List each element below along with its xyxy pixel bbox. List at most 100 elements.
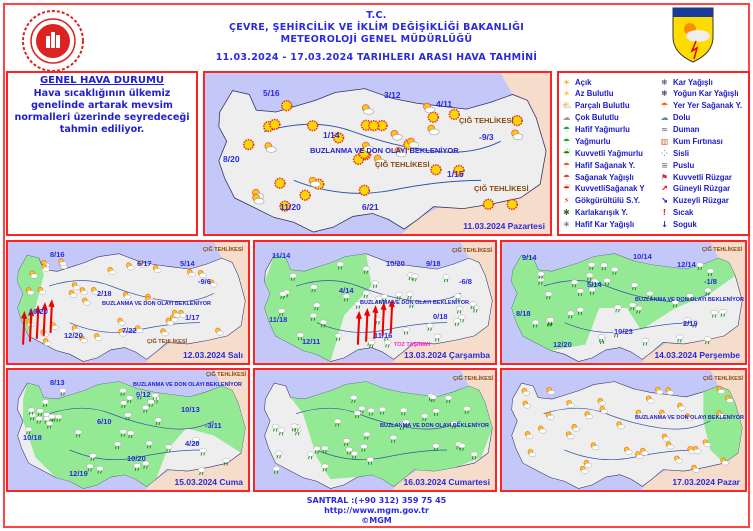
temperature-label: 10/18 bbox=[23, 433, 42, 442]
rain-icon bbox=[686, 293, 694, 302]
south-wind-arrow-icon bbox=[48, 299, 55, 333]
rain-icon bbox=[119, 388, 127, 396]
thunderstorm-icon: ⚡ bbox=[563, 196, 570, 206]
legend-panel: ☀ Açık ❄ Kar Yağışlı ☀ Az Bulutlu ❄ Yoğun Kar Y… bbox=[557, 71, 750, 236]
showers-icon: ☂ bbox=[562, 172, 571, 182]
partly-cloudy-icon bbox=[135, 325, 144, 334]
legend-label: Çok Bulutlu bbox=[575, 113, 619, 123]
legend-item: ☂ Hafif Sağanak Y. bbox=[562, 160, 660, 170]
map-date-label: 16.03.2024 Cumartesi bbox=[403, 477, 490, 487]
rain-icon bbox=[145, 440, 153, 449]
partly-cloudy-icon bbox=[29, 270, 38, 279]
legend-label: Dolu bbox=[673, 113, 691, 123]
smoke-icon: ≈ bbox=[661, 125, 668, 135]
partly-cloudy-icon bbox=[152, 265, 162, 274]
sun-icon bbox=[482, 198, 495, 210]
partly-cloudy-icon bbox=[394, 146, 407, 158]
rain-icon bbox=[585, 272, 594, 281]
forecast-map-6: 16.03.2024 Cumartesi BUZLANMA VE DON OLAY… bbox=[253, 368, 497, 492]
rain-icon bbox=[336, 261, 344, 270]
rain-icon bbox=[597, 334, 606, 343]
rain-icon bbox=[453, 318, 461, 327]
legend-item: ⛅ Parçalı Bulutlu bbox=[562, 101, 660, 111]
partly-cloudy-icon bbox=[122, 291, 132, 300]
partly-cloudy-icon bbox=[423, 102, 436, 114]
rain-icon bbox=[342, 438, 351, 446]
partly-cloudy-icon bbox=[571, 424, 581, 432]
warning-label: BUZLANMA VE DON OLAYI BEKLENİYOR bbox=[635, 297, 744, 303]
warning-label: BUZLANMA VE DON OLAYI BEKLENİYOR bbox=[310, 146, 459, 155]
rain-icon bbox=[119, 429, 127, 437]
rain-icon bbox=[611, 266, 619, 275]
partly-cloudy-icon bbox=[41, 263, 50, 272]
rain-icon bbox=[614, 304, 622, 313]
rain-icon bbox=[278, 308, 286, 317]
few-clouds-icon: ☀ bbox=[562, 89, 571, 99]
map-date-label: 12.03.2024 Salı bbox=[182, 350, 243, 360]
map-date-label: 11.03.2024 Pazartesi bbox=[463, 221, 545, 231]
south-wind-arrow-icon: ↗ bbox=[661, 184, 668, 194]
rain-icon bbox=[703, 336, 712, 345]
rain-icon bbox=[433, 333, 442, 342]
general-weather-text: Hava sıcaklığının ülkemiz genelinde arta… bbox=[14, 88, 190, 135]
rain-icon bbox=[142, 460, 150, 469]
rain-icon bbox=[671, 299, 680, 308]
rain-icon bbox=[411, 273, 419, 282]
rain-icon bbox=[354, 301, 362, 309]
forecast-map-5: 15.03.2024 Cuma 8/13 9/12 10/13 6/10 -3/11 10/… bbox=[6, 368, 250, 492]
footer-url[interactable]: http://www.mgm.gov.tr bbox=[324, 506, 429, 515]
sandstorm-icon: ▥ bbox=[660, 136, 669, 146]
temperature-label: -1/8 bbox=[704, 277, 717, 286]
rain-icon bbox=[45, 420, 54, 429]
temperature-label: 12/19 bbox=[69, 469, 88, 478]
rain-icon bbox=[306, 451, 315, 460]
temperature-label: 9/14 bbox=[522, 253, 537, 262]
turkey-map bbox=[511, 242, 745, 363]
temperature-label: -9/6 bbox=[198, 277, 211, 286]
haze-icon: ≡ bbox=[661, 160, 668, 170]
rain-icon bbox=[384, 339, 392, 348]
forecast-map-3: 13.03.2024 Çarşamba 11/14 10/20 9/18 4/14 -6/… bbox=[253, 240, 497, 365]
legend-item: ✱ Karlakarışık Y. bbox=[562, 208, 660, 218]
partly-cloudy-icon bbox=[511, 129, 524, 140]
rain-icon bbox=[455, 305, 464, 314]
rain-icon bbox=[192, 436, 200, 445]
legend-label: Sıcak bbox=[673, 208, 694, 218]
rain-icon bbox=[309, 313, 318, 321]
fog-icon: ⁘ bbox=[661, 148, 668, 158]
legend-label: Hafif Sağanak Y. bbox=[575, 160, 636, 170]
sun-icon bbox=[332, 132, 345, 144]
rain-icon bbox=[89, 453, 97, 461]
rain-icon bbox=[360, 443, 368, 452]
legend-item: ≡ Puslu bbox=[660, 160, 748, 170]
rain-icon bbox=[126, 395, 134, 404]
legend-item: ↓ Soguk bbox=[660, 220, 748, 230]
partly-cloudy-icon: ⛅ bbox=[562, 101, 572, 111]
temperature-label: 11/18 bbox=[269, 315, 288, 324]
warning-label: ÇIĞ TEHLİKESİ bbox=[147, 339, 188, 345]
partly-cloudy-icon bbox=[661, 433, 671, 442]
rain-icon: ☂ bbox=[562, 136, 571, 146]
temperature-label: 4/11 bbox=[436, 99, 453, 109]
legend-item: ☔ Kuvvetli Yağmurlu bbox=[562, 148, 660, 158]
legend-label: Karlakarışık Y. bbox=[575, 208, 628, 218]
rain-icon bbox=[429, 394, 437, 403]
temperature-label: 9/18 bbox=[426, 259, 441, 268]
scattered-showers-icon: ☂ bbox=[660, 101, 669, 111]
south-wind-arrow-icon bbox=[388, 299, 395, 333]
legend-item: ❄ Yoğun Kar Yağışlı bbox=[660, 89, 748, 99]
temperature-label: -6/8 bbox=[459, 277, 472, 286]
partly-cloudy-icon bbox=[117, 317, 126, 326]
partly-cloudy-icon bbox=[361, 104, 374, 115]
temperature-label: 5/14 bbox=[180, 259, 195, 268]
partly-cloudy-icon bbox=[545, 412, 555, 420]
temperature-label: 5/16 bbox=[263, 88, 280, 98]
legend-item: ☁ Dolu bbox=[660, 113, 748, 123]
temperature-label: 1/14 bbox=[323, 130, 340, 140]
temperature-label: 12/14 bbox=[677, 260, 696, 269]
temperature-label: 3/12 bbox=[384, 90, 401, 100]
rain-icon bbox=[380, 293, 388, 302]
rain-icon bbox=[313, 302, 321, 311]
forecast-map-2: 12.03.2024 Salı 8/16 6/17 5/14 2/18 -9/6 10/20… bbox=[6, 240, 250, 365]
rain-icon bbox=[41, 399, 50, 408]
